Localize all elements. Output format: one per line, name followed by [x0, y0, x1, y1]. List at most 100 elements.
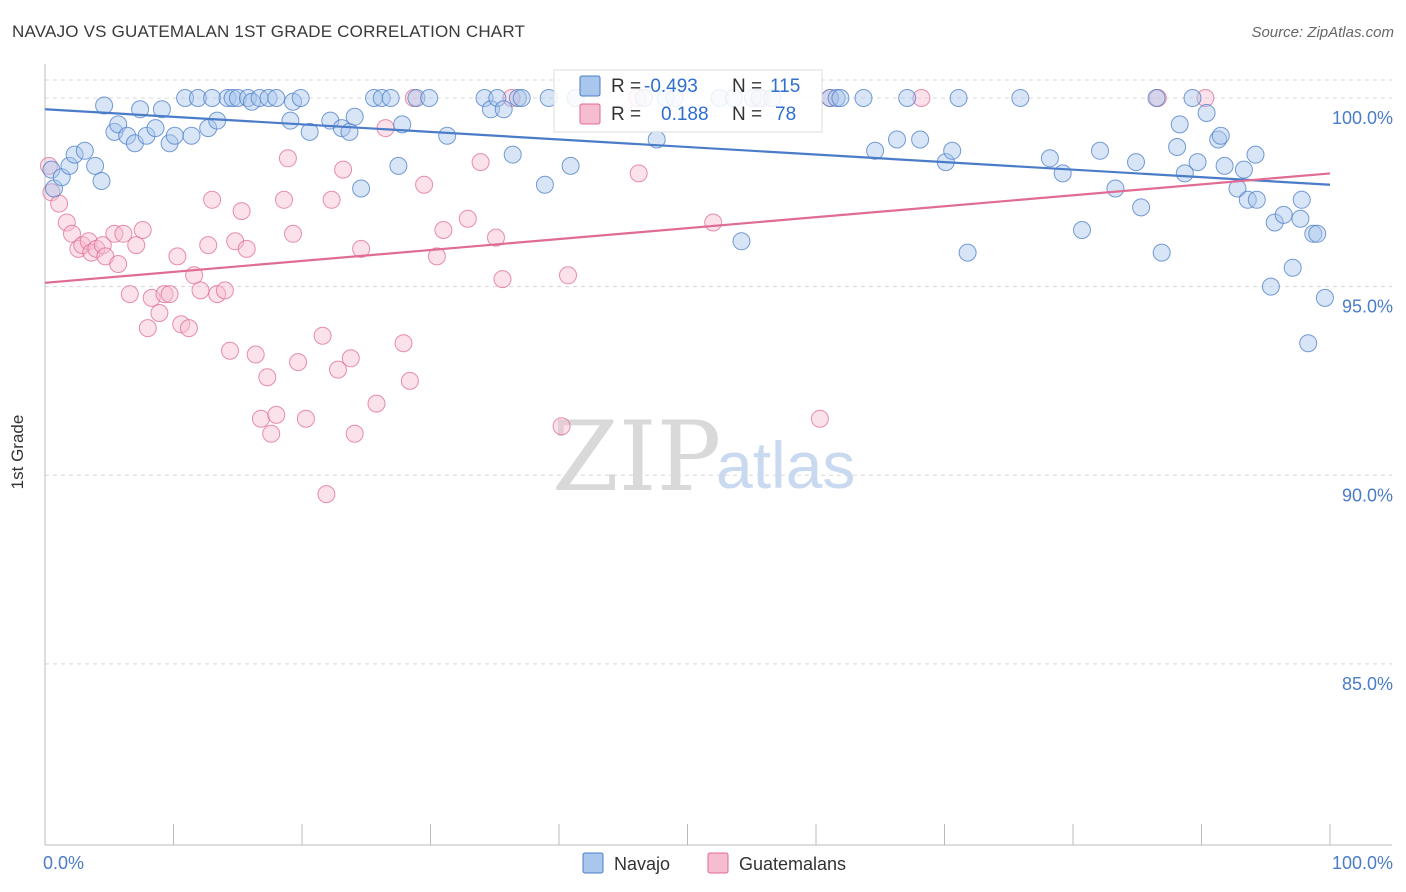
- data-point: [508, 89, 527, 107]
- data-point: [407, 89, 426, 107]
- data-point: [322, 190, 341, 209]
- stats-navajo-r-value: -0.493: [644, 76, 698, 97]
- data-point: [1188, 153, 1207, 172]
- trend-layer: [44, 108, 1331, 284]
- data-point: [958, 243, 977, 262]
- data-point: [120, 285, 139, 304]
- data-point: [493, 270, 512, 289]
- data-point: [810, 409, 829, 428]
- legend: Navajo Guatemalans: [582, 852, 846, 874]
- data-point: [232, 202, 251, 221]
- data-point: [278, 149, 297, 168]
- data-point: [138, 319, 157, 338]
- stats-navajo-r-label: R =: [611, 76, 641, 97]
- data-point: [1011, 89, 1030, 107]
- data-point: [1211, 126, 1230, 145]
- data-point: [552, 417, 571, 436]
- data-point: [400, 371, 419, 390]
- data-point: [1247, 190, 1266, 209]
- data-point: [137, 126, 156, 145]
- data-point: [63, 224, 81, 243]
- data-point: [732, 232, 751, 251]
- data-point: [1299, 334, 1318, 353]
- data-point: [329, 360, 347, 379]
- data-point: [1183, 89, 1202, 107]
- data-point: [341, 349, 360, 368]
- data-point: [203, 89, 222, 107]
- data-point: [1291, 209, 1310, 228]
- data-point: [1265, 213, 1284, 232]
- data-point: [118, 126, 137, 145]
- data-point: [93, 236, 112, 255]
- data-point: [176, 89, 195, 107]
- data-point: [1197, 104, 1216, 122]
- data-point: [394, 334, 413, 353]
- data-point: [1283, 258, 1302, 277]
- data-point: [352, 179, 371, 198]
- data-point: [535, 175, 554, 194]
- data-point: [561, 156, 580, 175]
- data-point: [152, 100, 171, 119]
- legend-guatemalans-label: Guatemalans: [739, 854, 846, 874]
- stats-box: R = -0.493 N = 115 R = 0.188 N = 78: [553, 69, 823, 133]
- data-point: [237, 239, 256, 258]
- data-point: [487, 228, 505, 247]
- y-tick-label: 95.0%: [1342, 297, 1393, 317]
- data-point: [1152, 243, 1171, 262]
- data-point: [381, 89, 400, 107]
- x-tick-label: 0.0%: [43, 853, 84, 873]
- data-point: [352, 239, 371, 258]
- stats-guatemalans-n-label: N =: [732, 104, 762, 125]
- data-point: [127, 236, 146, 255]
- data-point: [1274, 205, 1293, 224]
- data-point: [1147, 89, 1166, 107]
- data-point: [831, 89, 850, 107]
- data-point: [150, 304, 169, 322]
- data-point: [75, 141, 94, 160]
- data-point: [704, 213, 723, 232]
- data-point: [50, 194, 69, 213]
- data-point: [1308, 224, 1327, 243]
- data-point: [267, 405, 286, 424]
- data-point: [1261, 277, 1280, 296]
- legend-guatemalans-swatch: [707, 852, 729, 874]
- data-point: [246, 345, 265, 364]
- y-tick-label: 85.0%: [1342, 674, 1393, 694]
- data-point: [160, 285, 179, 304]
- data-point: [1292, 190, 1311, 209]
- data-point: [334, 160, 353, 179]
- data-point: [218, 89, 237, 107]
- data-point: [95, 96, 114, 115]
- data-point: [943, 141, 962, 160]
- y-tick-label: 100.0%: [1332, 108, 1393, 128]
- data-point: [281, 111, 300, 130]
- data-point: [267, 89, 286, 107]
- data-point: [488, 89, 507, 107]
- data-point: [434, 221, 453, 239]
- data-point: [1132, 198, 1151, 217]
- chart-source: Source: ZipAtlas.com: [1251, 24, 1394, 41]
- data-point: [223, 89, 242, 107]
- data-point: [1127, 153, 1145, 172]
- data-point: [155, 285, 174, 304]
- stats-navajo-n-label: N =: [732, 76, 762, 97]
- data-point: [854, 89, 873, 107]
- data-point: [393, 115, 412, 134]
- data-point: [389, 156, 408, 175]
- data-point: [146, 119, 165, 138]
- data-point: [60, 156, 79, 175]
- stats-navajo-n-value: 115: [770, 76, 800, 97]
- data-point: [629, 164, 648, 183]
- data-point: [415, 175, 434, 194]
- data-point: [1053, 164, 1072, 183]
- stats-navajo-swatch: [579, 75, 601, 97]
- data-point: [438, 126, 457, 145]
- data-point: [1170, 115, 1189, 134]
- data-point: [275, 190, 293, 209]
- data-point: [471, 153, 490, 172]
- data-point: [1175, 164, 1194, 183]
- watermark-zip: ZIP: [552, 401, 721, 513]
- data-point: [1215, 156, 1234, 175]
- data-point: [345, 107, 364, 126]
